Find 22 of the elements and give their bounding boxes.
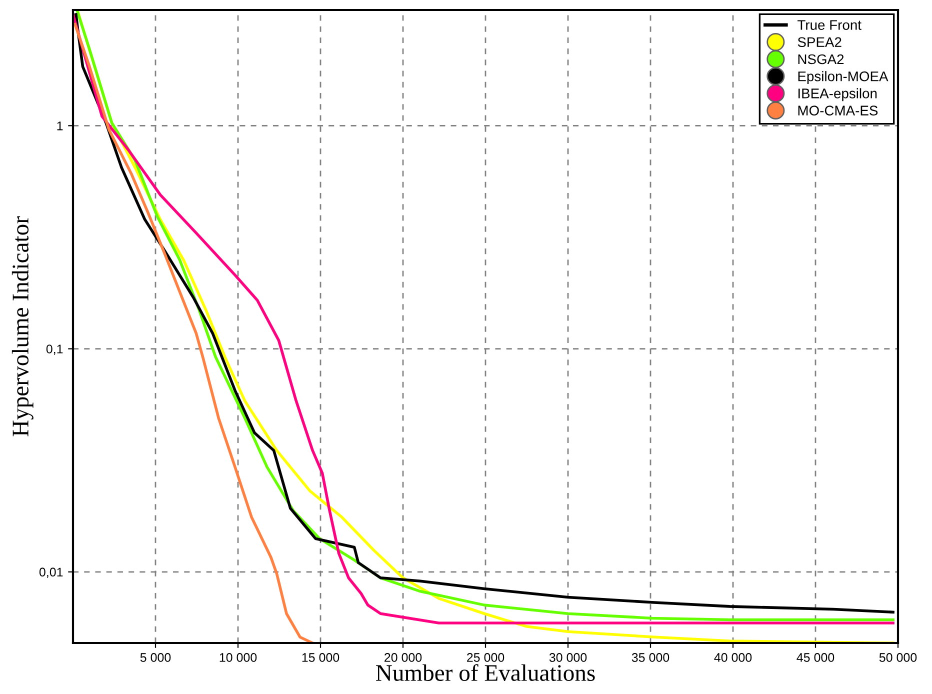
legend-label: MO-CMA-ES: [798, 106, 878, 116]
legend-label: IBEA-epsilon: [798, 88, 877, 102]
legend-label: True Front: [798, 20, 862, 30]
x-tick-label: 50 000: [879, 653, 917, 662]
x-tick-label: 15 000: [302, 653, 340, 662]
x-tick-label: 5 000: [140, 653, 171, 662]
x-tick-label: 20 000: [384, 653, 422, 662]
x-tick-label: 40 000: [714, 653, 752, 662]
y-tick-label: 0,1: [46, 344, 63, 355]
x-tick-label: 30 000: [549, 653, 587, 662]
legend-label: SPEA2: [798, 37, 842, 48]
legend-label: Epsilon-MOEA: [798, 71, 888, 84]
legend-label: NSGA2: [798, 54, 844, 64]
y-tick-label: 0,01: [39, 568, 63, 578]
line-series: [74, 22, 314, 643]
x-tick-label: 45 000: [796, 653, 834, 662]
x-tick-label: 25 000: [467, 653, 504, 662]
y-tick-label: 1: [57, 122, 63, 130]
x-tick-label: 10 000: [220, 653, 257, 662]
x-axis-title: Number of Evaluations: [376, 664, 595, 681]
y-axis-title: Hypervolume Indicator: [12, 216, 34, 436]
x-tick-label: 35 000: [632, 653, 670, 662]
